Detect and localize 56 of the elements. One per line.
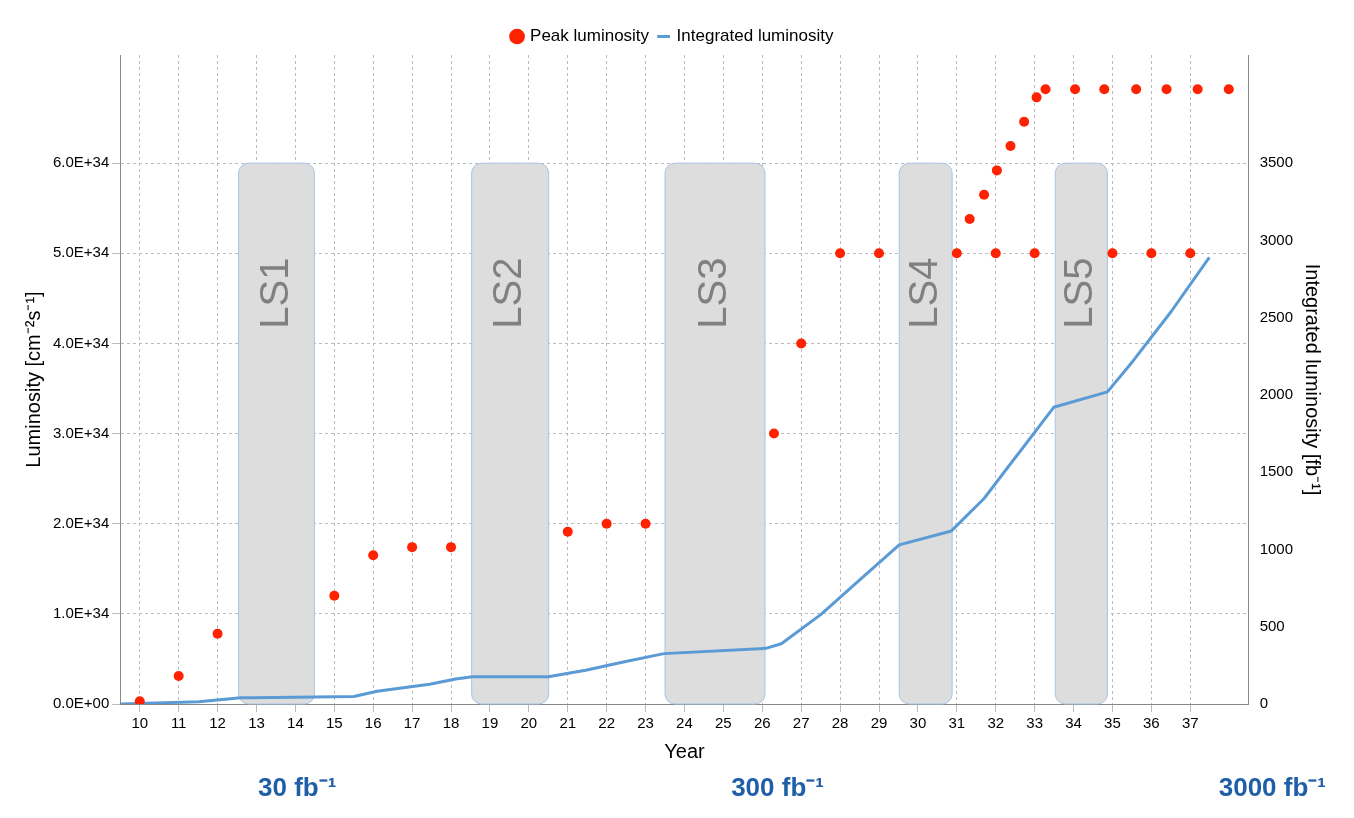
x-tick-label: 28 [831,714,849,732]
band-label: LS2 [485,257,530,329]
x-tick-label: 35 [1104,714,1121,732]
x-axis-title: Year [664,739,706,762]
y2-tick-label: 1500 [1259,462,1294,480]
x-tick-label: 29 [870,714,888,732]
x-tick-label: 24 [676,714,693,732]
band-label: LS5 [1056,257,1101,329]
y-tick-label: 2.0E+34 [52,513,110,531]
y2-tick-label: 2000 [1259,385,1294,403]
x-tick-label: 18 [442,714,460,732]
x-tick-label: 22 [598,714,615,732]
x-tick-label: 21 [559,714,577,732]
text: 30 fb⁻¹ [258,771,337,804]
x-tick-label: 37 [1181,714,1199,732]
y-axis-title: Luminosity [cm⁻²s⁻¹] [21,291,44,468]
x-tick-label: 33 [1026,714,1043,732]
x-tick-label: 16 [364,714,382,732]
x-tick-label: 25 [715,714,732,732]
x-tick-label: 34 [1065,714,1082,732]
y-tick-label: 4.0E+34 [52,333,110,351]
x-tick-label: 36 [1143,714,1160,732]
x-tick-label: 15 [325,714,343,732]
text: 300 fb⁻¹ [731,771,824,804]
y-tick-label: 1.0E+34 [52,604,110,621]
legend-label: Peak luminosity [530,26,650,46]
text: 3000 fb⁻¹ [1218,771,1326,804]
x-tick-label: 13 [248,714,265,732]
y-tick-label: 6.0E+34 [52,153,110,171]
x-tick-label: 27 [792,714,810,732]
x-tick-label: 20 [520,714,538,732]
y-tick-label: 3.0E+34 [52,423,110,441]
x-tick-label: 19 [481,714,499,732]
legend-label: Integrated luminosity [676,26,834,46]
x-tick-label: 12 [209,714,226,732]
x-tick-label: 11 [170,714,187,732]
y2-tick-label: 0 [1259,694,1268,712]
x-tick-label: 10 [131,714,149,732]
band-label: LS1 [251,257,296,329]
band-label: LS3 [690,257,735,329]
x-tick-label: 14 [287,714,304,732]
x-tick-label: 30 [909,714,927,732]
y2-tick-label: 1000 [1259,539,1294,557]
y2-axis-title: Integrated luminosity [fb⁻¹] [1302,263,1325,496]
band-label: LS4 [900,257,945,329]
x-tick-label: 26 [753,714,771,732]
y-tick-label: 5.0E+34 [52,243,110,261]
x-tick-label: 31 [948,714,966,732]
x-tick-label: 17 [403,714,421,732]
x-tick-label: 23 [637,714,654,732]
y2-tick-label: 2500 [1259,307,1294,325]
y2-tick-label: 3000 [1259,230,1294,248]
x-tick-label: 32 [987,714,1005,732]
y2-tick-label: 3500 [1259,153,1294,171]
y-tick-label: 0.0E+00 [52,694,110,712]
y2-tick-label: 500 [1259,616,1285,634]
